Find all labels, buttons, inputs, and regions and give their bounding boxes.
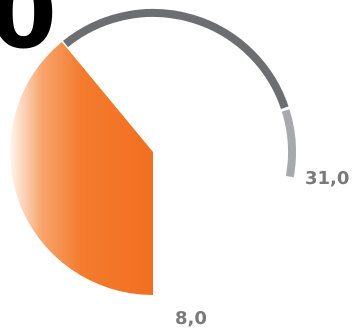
slice-label-31: 31,0 [305, 168, 350, 189]
pie-slice-main [10, 41, 154, 295]
slice-label-8: 8,0 [175, 308, 207, 329]
pie-slice-ring-31 [63, 9, 289, 109]
pie-slice-ring-8 [281, 109, 296, 178]
chart-title-partial: 0 [0, 0, 57, 70]
